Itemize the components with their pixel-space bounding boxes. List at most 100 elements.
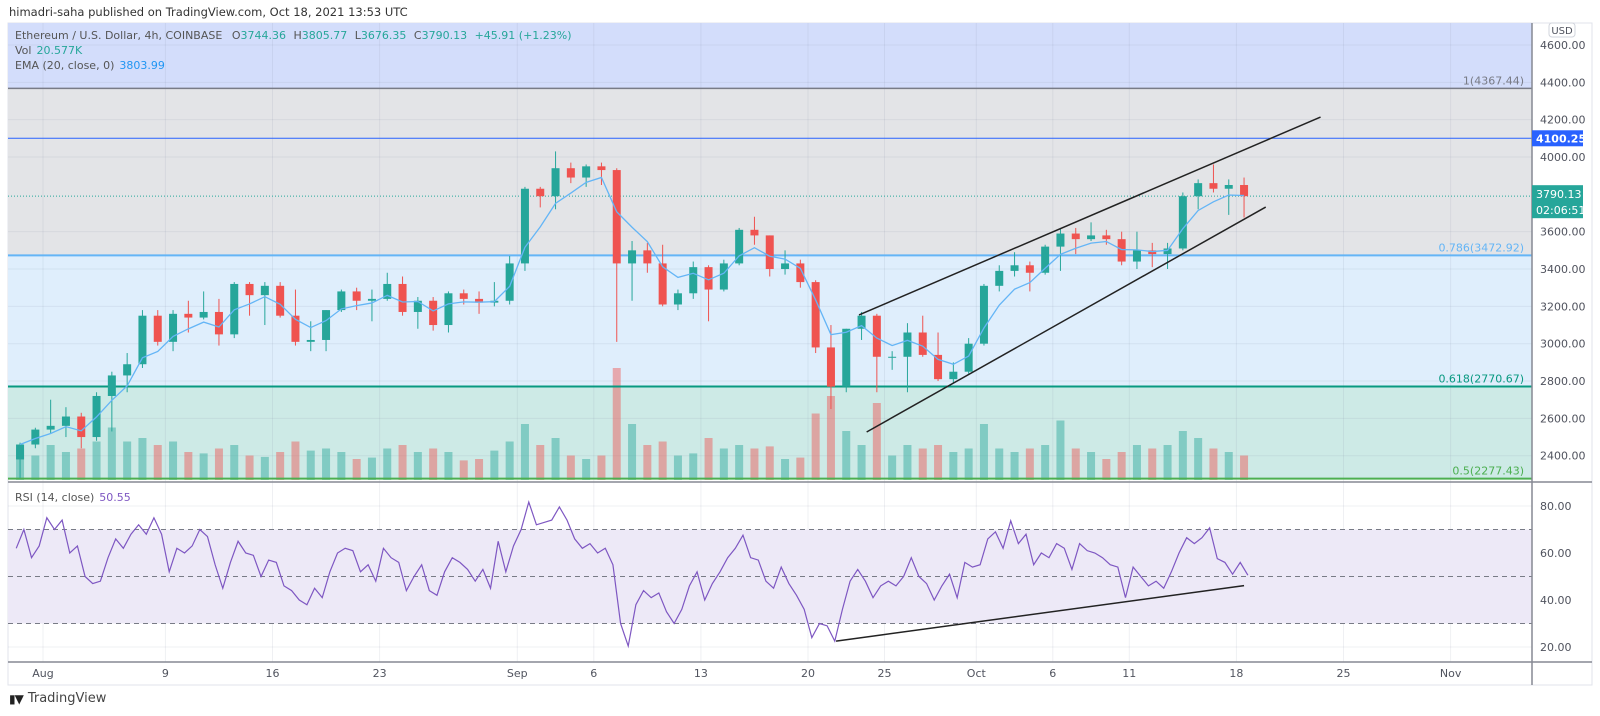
symbol-title[interactable]: Ethereum / U.S. Dollar, 4h, COINBASE <box>15 29 223 42</box>
rsi-axis-label: 60.00 <box>1540 547 1572 560</box>
volume-bar <box>765 446 774 480</box>
low-label: L <box>354 29 361 42</box>
volume-bar <box>658 441 667 480</box>
volume-bar <box>214 448 223 480</box>
candle-body <box>276 285 285 316</box>
ema-value: 3803.99 <box>119 59 165 72</box>
volume-bar <box>781 459 790 480</box>
fib-level-label: 1(4367.44) <box>1463 74 1524 87</box>
channel-trendline <box>858 116 1321 316</box>
time-axis-label: Sep <box>507 667 528 680</box>
tradingview-logo[interactable]: ▮▼ TradingView <box>9 691 106 706</box>
candle <box>61 407 70 438</box>
time-axis-label: 16 <box>266 667 280 680</box>
ema-label: EMA (20, close, 0) <box>15 59 115 72</box>
candle-body <box>1117 239 1126 262</box>
candle-body <box>582 166 591 178</box>
candle <box>1209 164 1218 193</box>
volume-bar <box>1025 448 1034 480</box>
candle-body <box>1178 196 1187 249</box>
candle-body <box>735 229 744 264</box>
candle-body <box>612 170 621 264</box>
candle-body <box>245 283 254 296</box>
volume-bar <box>872 403 881 480</box>
candle-body <box>1194 183 1203 197</box>
candle <box>949 362 958 383</box>
candle-body <box>551 168 560 197</box>
candle-body <box>765 235 774 270</box>
open-label: O <box>231 29 241 42</box>
time-axis-label: 25 <box>1337 667 1351 680</box>
volume-bar <box>1102 459 1111 480</box>
high-value: 3805.77 <box>301 29 348 42</box>
rsi-axis-label: 80.00 <box>1540 500 1572 513</box>
candle <box>505 255 514 305</box>
candle <box>1041 244 1050 275</box>
time-axis-label: Oct <box>967 667 987 680</box>
candle-body <box>46 425 55 430</box>
candle <box>429 297 438 331</box>
volume-bar <box>429 448 438 480</box>
volume-bar <box>1117 452 1126 480</box>
volume-bar <box>1041 445 1050 480</box>
time-axis-label: 23 <box>373 667 387 680</box>
volume-bar <box>123 441 132 480</box>
candle-body <box>826 347 835 387</box>
volume-bar <box>842 431 851 480</box>
candle-body <box>520 188 529 264</box>
candle <box>536 186 545 208</box>
candle <box>888 351 897 370</box>
candle <box>551 151 560 210</box>
time-axis-label: 6 <box>590 667 597 680</box>
volume-bar <box>888 455 897 480</box>
fib-level-label: 0.786(3472.92) <box>1438 241 1524 254</box>
candle-body <box>796 263 805 283</box>
volume-bar <box>153 445 162 480</box>
candle-body <box>857 315 866 329</box>
candle-body <box>429 300 438 326</box>
volume-bar <box>46 445 55 480</box>
candle-body <box>811 282 820 348</box>
price-axis-label: 2400.00 <box>1540 450 1586 463</box>
candle-body <box>949 371 958 380</box>
candle-body <box>61 416 70 426</box>
candle <box>322 310 331 352</box>
currency-badge[interactable]: USD <box>1548 22 1576 38</box>
time-axis-label: Aug <box>32 667 53 680</box>
volume-bar <box>628 424 637 480</box>
rsi-line <box>15 499 1249 649</box>
candle <box>138 310 147 368</box>
volume-bar <box>1148 448 1157 480</box>
candle-body <box>536 188 545 197</box>
price-axis-label: 2600.00 <box>1540 412 1586 425</box>
candle <box>1071 227 1080 255</box>
candle-body <box>169 313 178 342</box>
rsi-axis-label: 40.00 <box>1540 594 1572 607</box>
price-axis-label: 3000.00 <box>1540 338 1586 351</box>
price-axis-label: 2800.00 <box>1540 375 1586 388</box>
candle-body <box>184 313 193 318</box>
candle <box>704 265 713 322</box>
candle-body <box>643 250 652 264</box>
candle <box>811 280 820 354</box>
volume-bar <box>475 459 484 480</box>
rsi-legend[interactable]: RSI (14, close) 50.55 <box>15 491 131 504</box>
candle-body <box>1102 235 1111 240</box>
volume-bar <box>306 450 315 480</box>
candle-body <box>566 168 575 178</box>
candle-body <box>413 300 422 312</box>
candle <box>352 287 361 311</box>
rsi-label: RSI (14, close) <box>15 491 95 504</box>
candle <box>918 315 927 357</box>
bar-countdown: 02:06:51 <box>1536 204 1585 217</box>
candle <box>1148 242 1157 268</box>
candle-body <box>1056 233 1065 247</box>
candle-body <box>1240 185 1249 197</box>
candle-body <box>888 356 897 358</box>
candle-body <box>689 267 698 294</box>
volume-bar <box>459 460 468 480</box>
volume-legend[interactable]: Vol 20.577K <box>15 44 82 57</box>
ema-legend[interactable]: EMA (20, close, 0) 3803.99 <box>15 59 165 72</box>
candle-body <box>398 283 407 312</box>
